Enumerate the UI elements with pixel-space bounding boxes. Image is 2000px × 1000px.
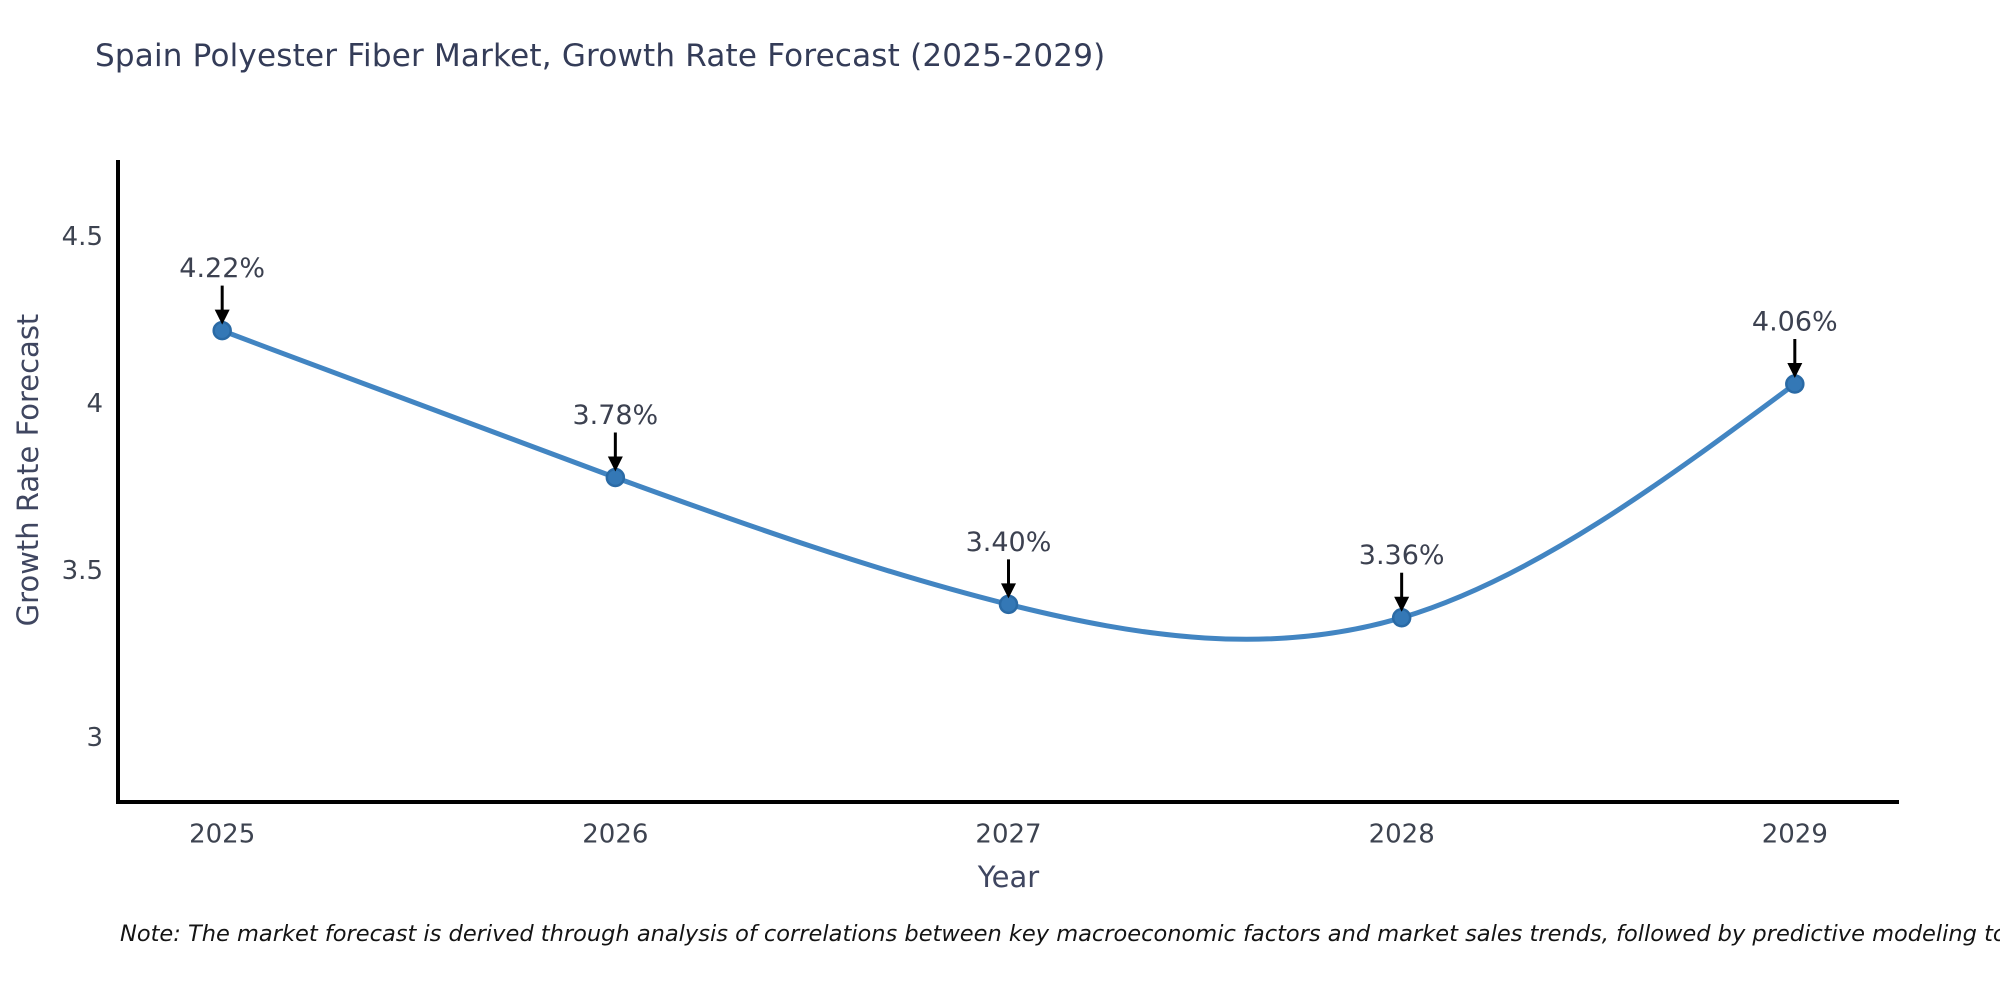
x-tick-label: 2027 <box>975 819 1041 849</box>
data-point-label: 3.78% <box>572 400 658 431</box>
x-tick-label: 2025 <box>189 819 255 849</box>
annotation-arrowhead-icon <box>1394 596 1410 612</box>
data-point-label: 3.36% <box>1359 540 1445 571</box>
y-tick-label: 4.5 <box>62 222 103 252</box>
y-tick-label: 3.5 <box>62 556 103 586</box>
data-point-label: 4.22% <box>179 253 265 284</box>
annotation-arrowhead-icon <box>607 456 623 472</box>
data-point-marker <box>1785 374 1805 394</box>
data-point-label: 4.06% <box>1752 307 1838 338</box>
y-tick-label: 4 <box>86 389 103 419</box>
data-point-marker <box>605 467 626 488</box>
annotation-arrowhead-icon <box>1001 583 1016 599</box>
x-tick-label: 2026 <box>582 819 648 849</box>
data-point-label: 3.40% <box>966 527 1052 558</box>
x-tick-label: 2028 <box>1369 819 1435 849</box>
annotation-arrowhead-icon <box>1787 363 1803 379</box>
data-point-marker <box>212 320 232 341</box>
chart-title: Spain Polyester Fiber Market, Growth Rat… <box>95 38 1106 74</box>
x-axis-title: Year <box>977 860 1040 894</box>
annotation-arrowhead-icon <box>214 309 230 325</box>
y-tick-label: 3 <box>86 723 103 753</box>
x-tick-label: 2029 <box>1762 819 1828 849</box>
data-point-marker <box>998 594 1019 615</box>
footnote: Note: The market forecast is derived thr… <box>120 921 2000 947</box>
data-point-marker <box>1391 607 1412 628</box>
